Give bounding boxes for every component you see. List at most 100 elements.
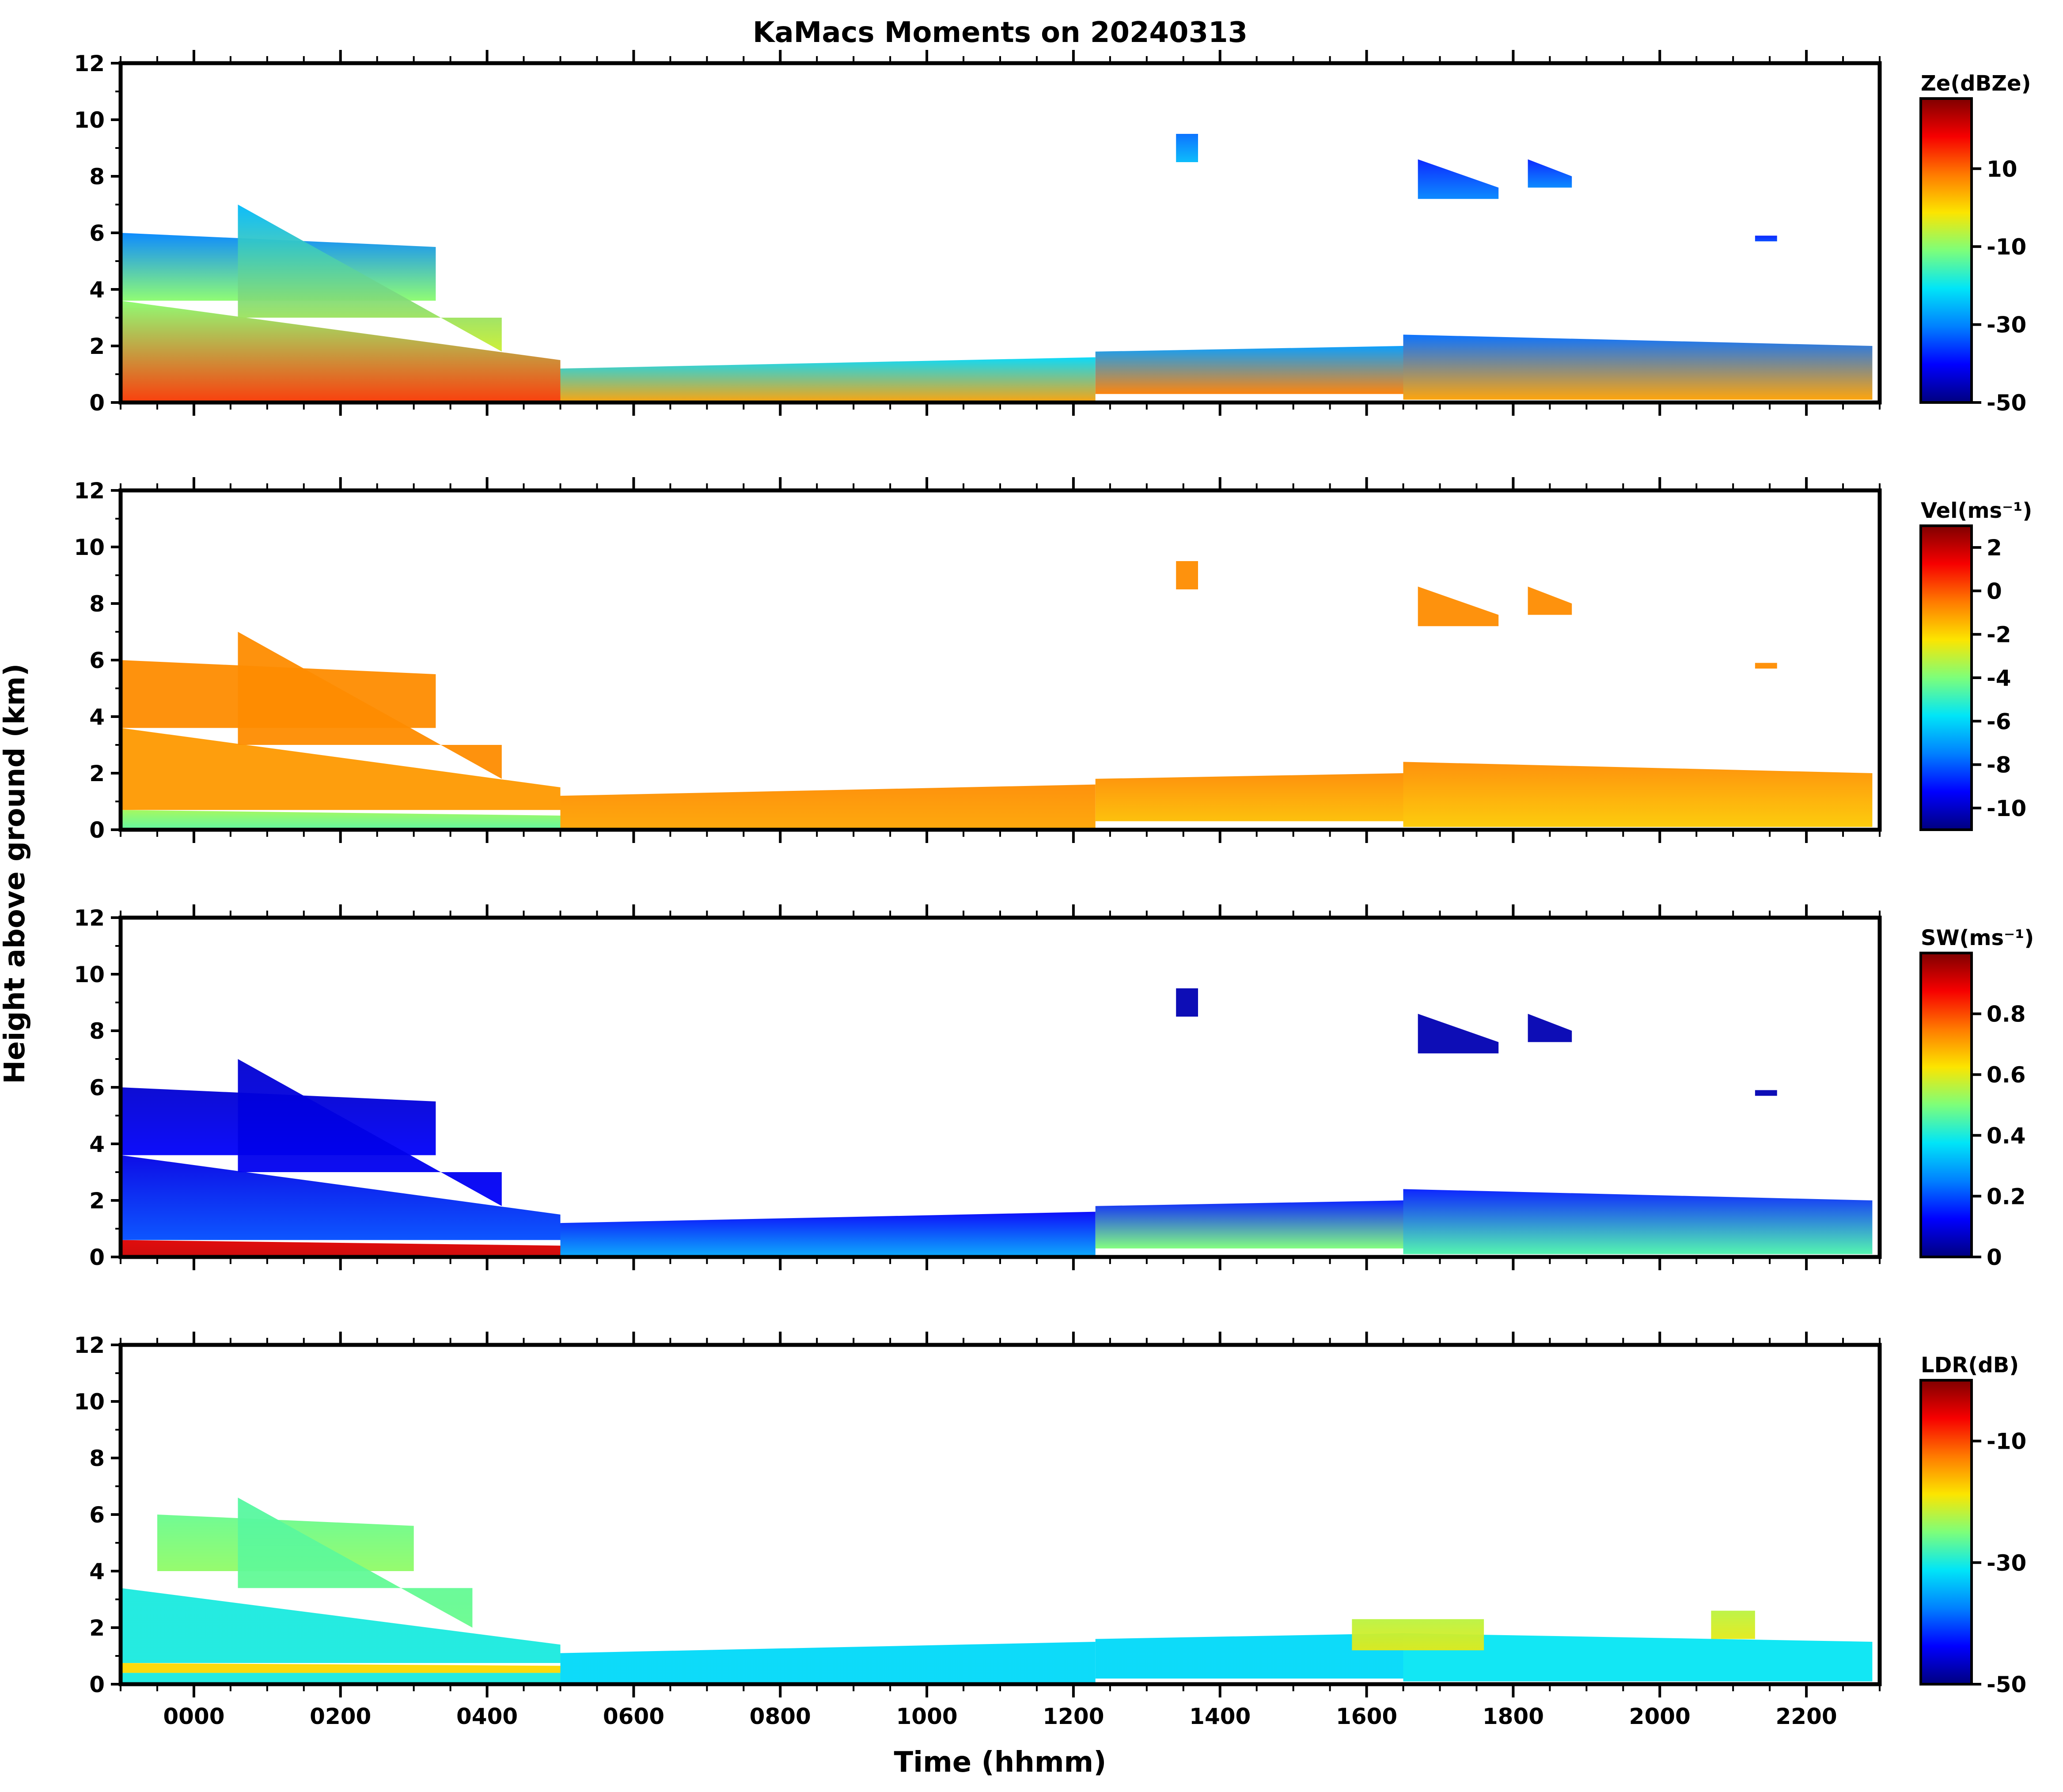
x-tick-label: 0600 [603, 1704, 664, 1729]
echo-layer [1755, 235, 1777, 242]
echo-layer [1418, 159, 1499, 199]
colorbar-label: SW(ms⁻¹) [1921, 926, 2034, 950]
y-tick-label: 0 [89, 390, 105, 416]
y-tick-label: 6 [89, 1502, 105, 1528]
echo-layer [121, 728, 561, 810]
echo-layer [1418, 1014, 1499, 1054]
colorbar-tick-label: 0 [1987, 1245, 2002, 1270]
colorbar-label: Vel(ms⁻¹) [1921, 498, 2032, 523]
x-tick-label: 0800 [750, 1704, 811, 1729]
y-tick-label: 2 [89, 334, 105, 359]
echo-layer [1352, 1619, 1484, 1651]
x-tick-label: 0400 [456, 1704, 518, 1729]
echo-layer [1755, 663, 1777, 669]
y-tick-label: 2 [89, 1188, 105, 1214]
colorbar-tick-label: -50 [1987, 1672, 2026, 1697]
y-tick-label: 12 [74, 51, 105, 76]
colorbar-tick-label: 0.4 [1987, 1123, 2026, 1149]
plot-area [121, 561, 1873, 830]
echo-layer [1403, 1633, 1873, 1682]
echo-layer [560, 1211, 1096, 1257]
echo-layer [238, 1059, 502, 1206]
y-tick-label: 8 [89, 164, 105, 190]
figure-title: KaMacs Moments on 20240313 [753, 16, 1248, 49]
echo-layer [1418, 586, 1499, 626]
x-tick-label: 0200 [310, 1704, 371, 1729]
colorbar-tick-label: 2 [1987, 535, 2002, 561]
echo-layer [121, 1155, 561, 1240]
colorbar-tick-label: -30 [1987, 1550, 2026, 1576]
y-axis-label: Height above ground (km) [0, 664, 31, 1084]
y-tick-label: 6 [89, 220, 105, 246]
echo-layer [560, 1642, 1096, 1684]
x-tick-label: 1400 [1189, 1704, 1251, 1729]
plot-area [121, 134, 1873, 402]
y-tick-label: 10 [74, 107, 105, 133]
x-tick-label: 1200 [1043, 1704, 1104, 1729]
colorbar-label: LDR(dB) [1921, 1353, 2019, 1378]
colorbar [1919, 952, 1973, 1258]
echo-layer [121, 300, 561, 402]
echo-layer [1755, 1090, 1777, 1096]
x-tick-label: 1600 [1336, 1704, 1397, 1729]
x-tick-label: 0000 [163, 1704, 224, 1729]
echo-layer [121, 1663, 561, 1673]
echo-layer [1403, 1189, 1873, 1254]
echo-layer [1095, 1200, 1403, 1249]
y-tick-label: 8 [89, 1018, 105, 1044]
y-tick-label: 10 [74, 962, 105, 987]
colorbar-tick-label: -30 [1987, 312, 2026, 338]
colorbar-label: Ze(dBZe) [1921, 71, 2031, 96]
echo-layer [1528, 586, 1572, 615]
colorbar-tick-label: 0.8 [1987, 1002, 2026, 1027]
echo-layer [238, 205, 502, 352]
y-tick-label: 4 [89, 704, 105, 730]
colorbar-tick-label: -10 [1987, 796, 2026, 821]
echo-layer [1095, 1633, 1403, 1679]
colorbar [1919, 1379, 1973, 1686]
echo-layer [1176, 134, 1198, 162]
x-axis-label: Time (hhmm) [894, 1746, 1107, 1779]
y-tick-label: 0 [89, 817, 105, 843]
echo-layer [1095, 773, 1403, 821]
colorbar-tick-label: -50 [1987, 390, 2026, 416]
y-tick-label: 8 [89, 1446, 105, 1471]
y-tick-label: 10 [74, 535, 105, 560]
echo-layer [121, 1588, 561, 1663]
y-tick-label: 6 [89, 1075, 105, 1101]
echo-layer [1176, 988, 1198, 1017]
plot-area [121, 1497, 1873, 1684]
colorbar-tick-label: -10 [1987, 1429, 2026, 1454]
echo-layer [560, 784, 1096, 830]
echo-layer [1176, 561, 1198, 589]
echo-layer [121, 1673, 561, 1684]
colorbar-tick-label: 0.2 [1987, 1184, 2026, 1209]
y-tick-label: 12 [74, 905, 105, 931]
y-tick-label: 4 [89, 277, 105, 303]
y-tick-label: 4 [89, 1559, 105, 1584]
y-tick-label: 6 [89, 648, 105, 673]
panel-1: 0 2 4 6 8 10 12 Ze(dBZe) 10 -10 -30 -50 [74, 50, 2031, 416]
y-tick-label: 12 [74, 1333, 105, 1358]
echo-layer [1095, 346, 1403, 394]
echo-layer [1403, 334, 1873, 400]
colorbar-tick-label: -2 [1987, 622, 2011, 648]
echo-layer [1528, 1014, 1572, 1042]
panel-2: 0 2 4 6 8 10 12 Vel(ms⁻¹) 2 0 -2 -4 -6 -8 -10 [74, 477, 2032, 843]
panel-3: 0 2 4 6 8 10 12 SW(ms⁻¹) 0.8 0.6 0.4 0.2 0 [74, 904, 2034, 1270]
colorbar-tick-label: -8 [1987, 752, 2011, 778]
echo-layer [1403, 762, 1873, 827]
x-tick-label: 1800 [1483, 1704, 1544, 1729]
y-tick-label: 2 [89, 761, 105, 786]
colorbar-tick-label: -4 [1987, 665, 2011, 691]
y-tick-label: 8 [89, 591, 105, 617]
colorbar-tick-label: 0.6 [1987, 1062, 2026, 1088]
x-tick-label: 1000 [896, 1704, 957, 1729]
y-tick-label: 10 [74, 1389, 105, 1415]
plot-area [121, 988, 1873, 1257]
colorbar-tick-label: -10 [1987, 234, 2026, 260]
y-tick-label: 0 [89, 1245, 105, 1270]
colorbar [1919, 97, 1973, 404]
x-tick-label: 2000 [1629, 1704, 1691, 1729]
